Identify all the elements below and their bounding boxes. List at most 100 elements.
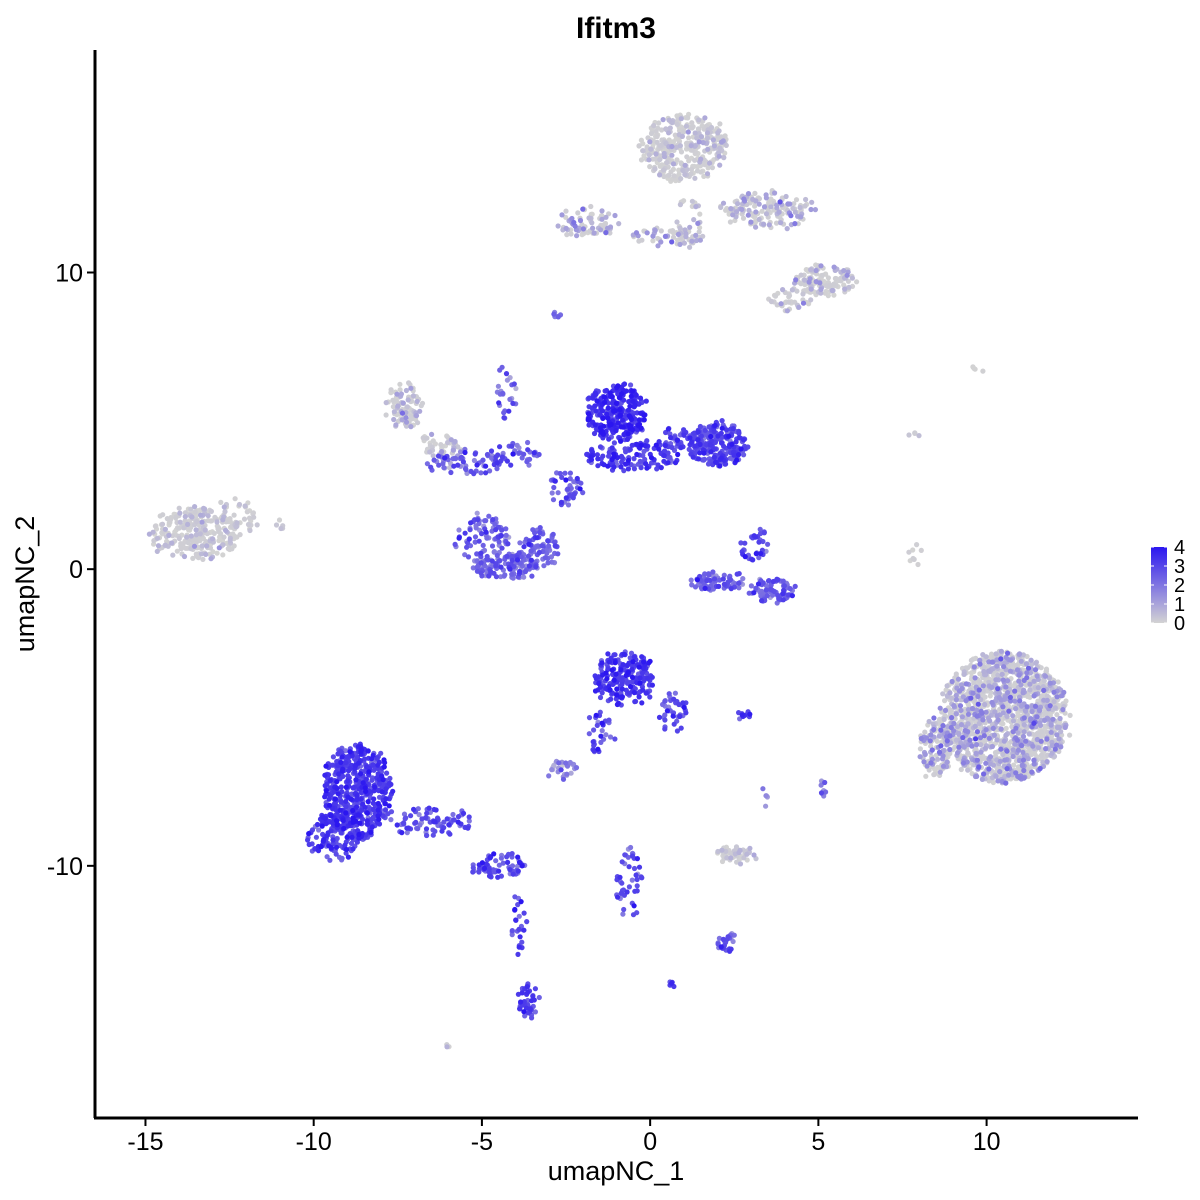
cell-point	[993, 651, 999, 657]
cell-point	[942, 707, 949, 714]
cell-point	[563, 214, 569, 220]
cell-point	[781, 583, 788, 589]
cell-point	[233, 524, 239, 530]
cell-point	[516, 926, 522, 933]
cell-point	[245, 521, 252, 528]
cell-point	[986, 766, 992, 772]
cell-point	[1013, 706, 1019, 712]
cell-point	[720, 936, 727, 943]
cell-point	[200, 556, 206, 563]
cell-point	[415, 420, 421, 426]
cell-point	[476, 538, 482, 544]
cell-point	[792, 209, 798, 215]
cell-point	[704, 171, 711, 177]
cell-point	[777, 199, 783, 205]
cell-point	[996, 690, 1003, 696]
cell-point	[798, 281, 804, 287]
cell-point	[1054, 742, 1060, 748]
cell-point	[244, 509, 250, 515]
cell-point	[761, 204, 768, 210]
cell-point	[657, 163, 663, 169]
cell-point	[796, 304, 802, 310]
cell-point	[517, 1006, 523, 1012]
cell-point	[752, 203, 758, 209]
cell-point	[478, 560, 484, 566]
cell-point	[970, 690, 976, 696]
cell-point	[500, 390, 506, 396]
cell-point	[629, 853, 636, 859]
cell-point	[645, 675, 651, 682]
cell-point	[509, 557, 515, 563]
cell-point	[657, 157, 663, 163]
cell-point	[674, 219, 680, 225]
cell-point	[997, 769, 1003, 775]
cell-point	[972, 723, 978, 729]
cell-point	[696, 117, 702, 123]
cell-point	[515, 951, 521, 958]
cell-point	[419, 400, 426, 406]
cell-point	[516, 913, 522, 919]
cell-point	[1018, 742, 1025, 749]
cell-point	[982, 694, 988, 700]
cell-point	[568, 770, 574, 776]
cell-point	[197, 531, 203, 537]
cell-point	[400, 400, 406, 406]
cell-point	[1054, 732, 1060, 738]
cell-point	[829, 287, 835, 294]
cell-point	[408, 813, 414, 819]
cell-point	[496, 539, 502, 545]
cell-point	[306, 841, 312, 848]
cell-point	[666, 117, 672, 123]
cell-point	[692, 130, 698, 136]
cell-point	[689, 198, 696, 204]
cell-point	[657, 153, 663, 159]
cell-point	[921, 759, 927, 765]
cell-point	[937, 705, 943, 711]
cell-point	[1023, 708, 1029, 714]
cell-point	[521, 544, 527, 550]
cell-point	[1023, 738, 1029, 744]
cell-point	[979, 776, 986, 783]
cell-point	[439, 449, 445, 455]
cell-point	[681, 129, 687, 135]
cell-point	[571, 479, 577, 485]
cell-point	[854, 279, 860, 285]
cell-point	[567, 759, 573, 766]
cell-point	[1000, 677, 1006, 683]
cell-point	[972, 697, 978, 703]
cell-point	[1004, 713, 1010, 719]
cell-point	[791, 201, 797, 207]
cell-point	[603, 732, 609, 738]
cell-point	[209, 518, 215, 524]
cell-point	[191, 543, 198, 549]
cell-point	[935, 756, 941, 762]
cell-point	[204, 543, 210, 549]
cell-point	[980, 717, 986, 723]
cell-point	[424, 435, 430, 441]
cell-point	[1052, 746, 1058, 752]
cell-point	[924, 763, 930, 769]
cell-point	[981, 668, 987, 675]
cell-point	[728, 855, 734, 861]
cell-point	[430, 438, 436, 444]
cell-point	[214, 550, 220, 556]
cell-point	[819, 272, 825, 278]
cell-point	[567, 470, 574, 476]
cell-point	[438, 442, 444, 448]
cell-point	[574, 233, 580, 239]
cell-point	[430, 453, 436, 459]
cell-point	[528, 548, 534, 554]
cell-point	[494, 460, 500, 466]
cell-point	[521, 574, 527, 580]
cell-point	[977, 657, 983, 664]
cell-point	[508, 462, 514, 468]
cell-point	[735, 201, 741, 207]
cell-point	[660, 117, 666, 123]
cell-point	[728, 586, 734, 592]
cell-point	[397, 387, 403, 393]
cell-point	[455, 814, 462, 820]
cell-point	[388, 817, 394, 823]
cell-point	[910, 555, 916, 562]
cell-point	[915, 561, 921, 568]
cell-point	[486, 873, 493, 879]
